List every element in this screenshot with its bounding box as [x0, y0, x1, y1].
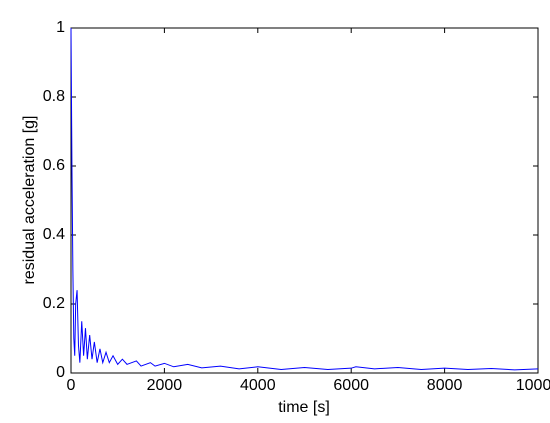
x-tick-label: 8000 — [427, 377, 463, 394]
plot-frame — [70, 27, 539, 374]
x-tick-label: 0 — [67, 377, 76, 394]
y-tick-label: 0.4 — [43, 226, 65, 243]
y-tick-label: 0 — [56, 364, 65, 381]
x-tick-label: 6000 — [333, 377, 369, 394]
x-tick-label: 2000 — [147, 377, 183, 394]
y-tick-label: 0.6 — [43, 157, 65, 174]
y-tick-label: 0.2 — [43, 295, 65, 312]
y-tick-label: 0.8 — [43, 88, 65, 105]
y-tick-label: 1 — [56, 19, 65, 36]
x-axis-label: time [s] — [278, 399, 330, 416]
x-tick-label: 4000 — [240, 377, 276, 394]
y-axis-label: residual acceleration [g] — [21, 116, 38, 285]
data-line — [70, 27, 539, 371]
